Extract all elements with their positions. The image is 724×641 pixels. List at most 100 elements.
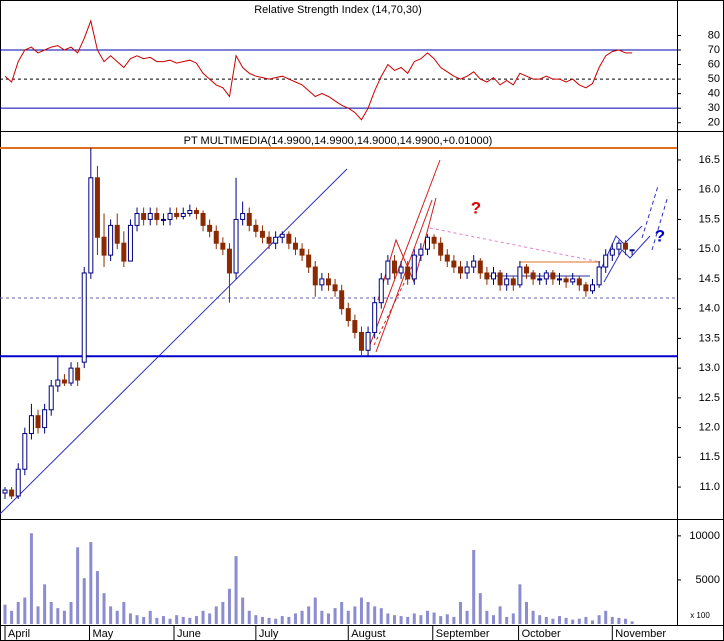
volume-bar — [584, 616, 588, 624]
candle-body — [101, 236, 107, 256]
volume-bar — [214, 606, 218, 624]
y-tick-label: 10000 — [689, 530, 720, 542]
x-tick-label: October — [522, 628, 561, 640]
candle-body — [68, 367, 74, 384]
volume-bar — [128, 613, 132, 624]
candle-body — [550, 272, 556, 280]
candle-body — [504, 278, 510, 286]
volume-bar — [36, 606, 40, 624]
candle-body — [623, 242, 629, 250]
volume-unit: x 100 — [690, 611, 710, 620]
candle-body — [154, 212, 160, 220]
volume-bar — [109, 606, 113, 624]
volume-bar — [505, 616, 509, 624]
y-tick-label: 15.0 — [699, 243, 720, 255]
candle-body — [266, 236, 272, 244]
candle-body — [15, 468, 21, 497]
volume-bar — [43, 584, 47, 624]
volume-bar — [439, 616, 443, 624]
volume-bar — [241, 597, 245, 624]
candle-body — [279, 233, 285, 238]
candle-body — [411, 254, 417, 280]
volume-bar — [194, 616, 198, 624]
volume-bar — [280, 616, 284, 624]
y-tick-label: 60 — [708, 58, 720, 70]
candle-body — [160, 218, 166, 221]
volume-bar — [95, 571, 99, 624]
volume-bar — [287, 616, 291, 624]
candle-body — [48, 385, 54, 411]
candle-body — [134, 212, 140, 226]
annotation: ? — [655, 226, 665, 245]
volume-bar — [373, 606, 377, 624]
y-tick-label: 15.5 — [699, 213, 720, 225]
candle-body — [590, 284, 596, 292]
volume-bar — [29, 533, 33, 624]
volume-bar — [445, 614, 449, 624]
volume-bar — [346, 610, 350, 624]
volume-bar — [432, 612, 436, 624]
volume-bar — [234, 556, 238, 624]
volume-bar — [478, 593, 482, 624]
volume-bar — [181, 616, 185, 624]
volume-bar — [168, 618, 172, 624]
volume-bar — [571, 619, 575, 624]
candle-body — [405, 266, 411, 280]
candle-body — [61, 379, 67, 384]
candle-body — [292, 242, 298, 250]
candle-body — [530, 272, 536, 280]
volume-bar — [293, 613, 297, 624]
volume-bar — [392, 615, 396, 624]
candle-body — [273, 236, 279, 244]
candle-body — [193, 210, 199, 214]
volume-bar — [274, 618, 278, 624]
volume-bar — [175, 615, 179, 624]
candle-body — [629, 249, 635, 252]
candle-body — [75, 367, 81, 381]
y-tick-label: 80 — [708, 29, 720, 41]
volume-bar — [142, 616, 146, 624]
volume-bar — [406, 616, 410, 624]
volume-bar — [610, 616, 614, 624]
volume-bar — [49, 601, 53, 624]
volume-bar — [3, 604, 7, 624]
volume-bar — [23, 597, 27, 624]
candle-body — [9, 489, 15, 497]
volume-bar — [564, 617, 568, 624]
candle-body — [121, 242, 127, 262]
volume-bar — [102, 593, 106, 624]
candle-body — [286, 233, 292, 244]
x-tick-label: November — [615, 628, 666, 640]
candle-body — [200, 212, 206, 226]
candle-body — [570, 278, 576, 283]
candle-body — [141, 212, 147, 220]
volume-bar — [485, 610, 489, 624]
volume-bar — [353, 606, 357, 624]
volume-bar — [188, 617, 192, 624]
volume-bar — [247, 610, 251, 624]
volume-bar — [366, 601, 370, 624]
candle-body — [583, 284, 589, 292]
volume-bar — [399, 616, 403, 624]
volume-bar — [630, 621, 634, 624]
candle-body — [490, 272, 496, 280]
volume-bar — [452, 616, 456, 624]
volume-bar — [62, 610, 66, 624]
y-tick-label: 16.0 — [699, 184, 720, 196]
volume-bar — [498, 606, 502, 624]
candle-body — [114, 224, 120, 244]
candle-body — [306, 254, 312, 268]
x-tick-label: April — [8, 628, 30, 640]
candle-body — [596, 266, 602, 286]
volume-bar — [227, 588, 231, 624]
candle-body — [477, 260, 483, 274]
candle-body — [378, 278, 384, 304]
candle-body — [484, 272, 490, 280]
volume-bar — [538, 615, 542, 624]
candle-body — [352, 320, 358, 333]
volume-bar — [491, 615, 495, 624]
y-tick-label: 11.0 — [699, 481, 720, 493]
y-tick-label: 20 — [708, 117, 720, 129]
